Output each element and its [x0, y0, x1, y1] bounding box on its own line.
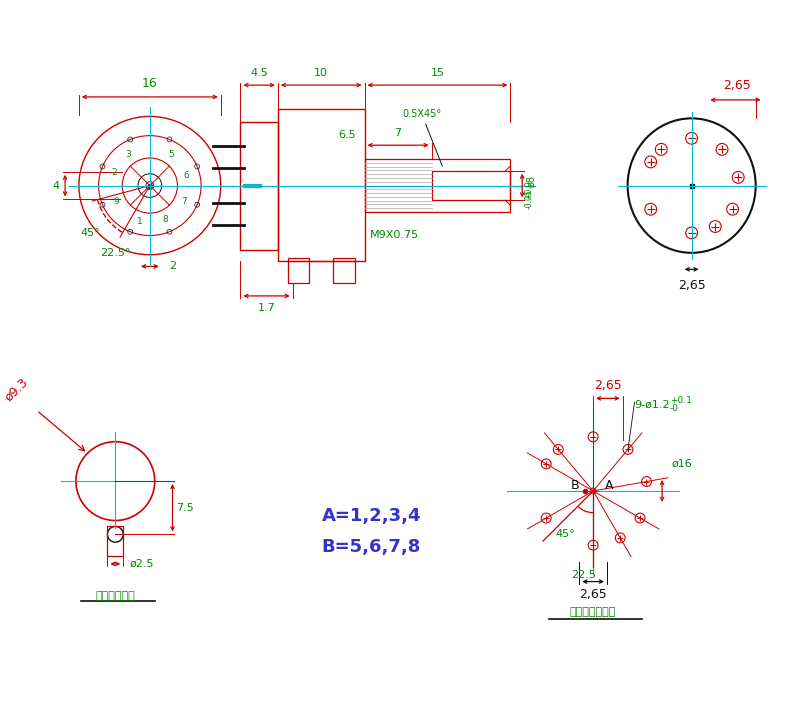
Text: -0.05: -0.05 — [524, 190, 533, 209]
Text: 22.5: 22.5 — [571, 570, 596, 580]
Text: 7: 7 — [181, 197, 186, 206]
Text: ø2.5: ø2.5 — [129, 559, 154, 569]
Text: 7: 7 — [394, 128, 402, 138]
Text: 4: 4 — [52, 180, 59, 190]
Text: 线路板开孔尺寸: 线路板开孔尺寸 — [570, 607, 616, 617]
Text: 1.7: 1.7 — [258, 303, 275, 313]
Bar — [278, 109, 365, 262]
Text: +0.1: +0.1 — [670, 396, 692, 405]
Text: 2,65: 2,65 — [579, 588, 607, 600]
Text: 45°: 45° — [556, 529, 575, 539]
Bar — [288, 259, 310, 283]
Text: ø8: ø8 — [526, 175, 536, 187]
Text: 22.5°: 22.5° — [100, 247, 130, 257]
Text: M9X0.75: M9X0.75 — [370, 230, 418, 240]
Text: 45°: 45° — [81, 228, 101, 238]
Text: 6.5: 6.5 — [338, 130, 356, 140]
Text: 3: 3 — [126, 150, 131, 160]
Text: 7.5: 7.5 — [177, 503, 194, 513]
Text: ø16: ø16 — [672, 458, 693, 468]
Bar — [431, 171, 510, 200]
Text: 0.5X45°: 0.5X45° — [402, 108, 442, 166]
Text: 16: 16 — [142, 77, 158, 90]
Text: 1: 1 — [138, 217, 143, 226]
Text: -0: -0 — [670, 404, 679, 413]
Text: +0.0: +0.0 — [524, 180, 533, 199]
Text: 2,65: 2,65 — [723, 79, 751, 92]
Text: 8: 8 — [162, 215, 169, 224]
Text: 2: 2 — [112, 168, 118, 178]
Text: B=5,6,7,8: B=5,6,7,8 — [322, 538, 421, 556]
Bar — [241, 121, 278, 250]
Text: 2,65: 2,65 — [594, 379, 622, 392]
Text: 2: 2 — [170, 262, 177, 272]
Text: ø9.3: ø9.3 — [2, 376, 30, 404]
Text: 4.5: 4.5 — [250, 68, 268, 78]
Bar — [333, 259, 354, 283]
Text: B: B — [571, 478, 580, 491]
Text: 10: 10 — [314, 68, 328, 78]
Text: 15: 15 — [430, 68, 445, 78]
Text: 9-ø1.2: 9-ø1.2 — [634, 399, 670, 409]
Text: A: A — [605, 478, 613, 491]
Text: 5: 5 — [169, 150, 174, 160]
Text: 9: 9 — [113, 197, 118, 206]
Bar — [365, 159, 510, 212]
Bar — [107, 526, 123, 556]
Text: A=1,2,3,4: A=1,2,3,4 — [322, 507, 422, 525]
Text: 6: 6 — [183, 171, 189, 180]
Text: 2,65: 2,65 — [678, 279, 706, 292]
Text: 面板开孔尺寸: 面板开孔尺寸 — [95, 592, 135, 602]
